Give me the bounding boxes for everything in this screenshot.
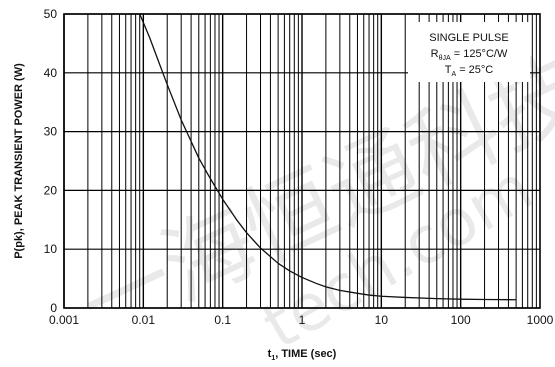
annotation-line-3-rest: = 25°C <box>456 64 493 76</box>
y-tick-label: 20 <box>44 183 58 197</box>
y-tick-label: 30 <box>44 125 58 139</box>
annotation-box: SINGLE PULSE RθJA = 125°C/W TA = 25°C <box>408 22 530 82</box>
annotation-background <box>408 22 530 82</box>
plot-frame <box>63 13 541 309</box>
tick-labels: 0.001 0.01 0.1 1 10 100 1000 0 10 20 30 40 50 <box>44 7 554 327</box>
annotation-line-2-rest: = 125°C/W <box>451 48 508 60</box>
y-tick-label: 10 <box>44 242 58 256</box>
annotation-line-3: TA = 25°C <box>445 64 494 78</box>
x-tick-label: 1 <box>299 313 306 327</box>
y-tick-label: 50 <box>44 7 58 21</box>
x-axis-label-main: t <box>268 348 272 360</box>
y-axis-label: P(pk), PEAK TRANSIENT POWER (W) <box>13 63 25 259</box>
x-axis-label-rest: , TIME (sec) <box>275 348 336 360</box>
y-tick-label: 40 <box>44 66 58 80</box>
series-line-1 <box>139 13 517 301</box>
x-tick-label: 0.1 <box>214 313 231 327</box>
y-tick-label: 0 <box>50 301 57 315</box>
x-axis-label-sub: 1 <box>271 355 275 362</box>
annotation-line-3-sub: A <box>451 71 456 78</box>
annotation-line-2-sub: θJA <box>439 55 451 62</box>
annotation-line-1: SINGLE PULSE <box>429 32 508 44</box>
x-tick-label: 10 <box>375 313 389 327</box>
series-layer <box>139 13 517 301</box>
annotation-line-2-main: R <box>431 48 439 60</box>
x-tick-label: 100 <box>451 313 471 327</box>
x-axis-label: t1, TIME (sec) <box>268 348 337 362</box>
annotation-line-3-main: T <box>445 64 452 76</box>
x-tick-label: 1000 <box>527 313 554 327</box>
annotation-line-2: RθJA = 125°C/W <box>431 48 508 62</box>
x-tick-label: 0.001 <box>49 313 79 327</box>
x-tick-label: 0.01 <box>132 313 156 327</box>
